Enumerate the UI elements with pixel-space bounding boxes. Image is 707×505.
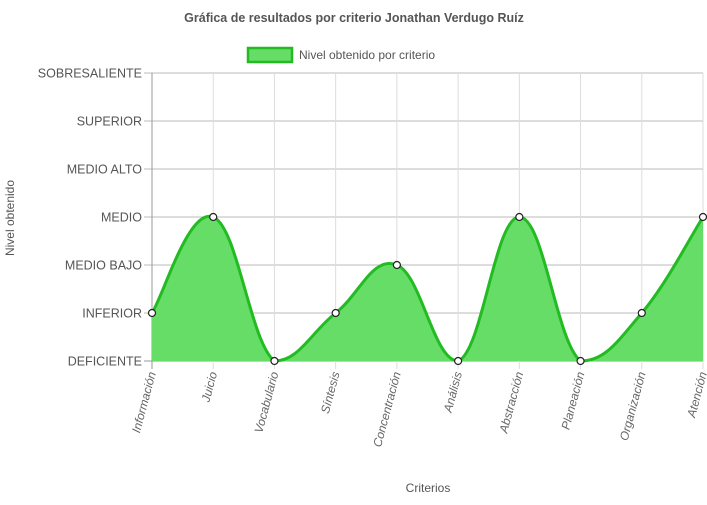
data-point[interactable]	[331, 308, 340, 318]
y-tick-label: MEDIO	[101, 211, 142, 225]
legend-label: Nivel obtenido por criterio	[299, 48, 435, 62]
data-point[interactable]	[392, 260, 401, 270]
data-point[interactable]	[637, 308, 646, 318]
x-tick-label: Juicio	[198, 370, 220, 405]
x-tick-label: Información	[129, 370, 159, 434]
y-tick-label: SOBRESALIENTE	[38, 67, 142, 81]
x-axis-title: Criterios	[406, 481, 451, 495]
data-point[interactable]	[698, 212, 707, 222]
x-tick-label: Organización	[617, 370, 649, 442]
y-tick-label: MEDIO ALTO	[67, 163, 143, 177]
legend[interactable]: Nivel obtenido por criterio	[246, 46, 435, 64]
x-axis-ticks: Información Juicio Vocabulario Síntesis Conc…	[129, 370, 707, 449]
y-tick-label: SUPERIOR	[77, 115, 142, 129]
x-tick-label: Vocabulario	[252, 370, 282, 435]
x-tick-label: Abstracción	[496, 370, 526, 435]
data-point[interactable]	[515, 212, 524, 222]
x-tick-label: Atención	[684, 370, 707, 420]
data-points	[147, 212, 707, 366]
series-area	[150, 215, 705, 363]
x-tick-label: Concentración	[370, 370, 404, 449]
series-line	[150, 215, 705, 363]
y-tick-label: MEDIO BAJO	[65, 259, 142, 273]
data-point[interactable]	[576, 356, 585, 366]
chart-title: Gráfica de resultados por criterio Jonat…	[184, 11, 524, 25]
x-tick-label: Planeación	[559, 370, 588, 431]
data-point[interactable]	[147, 308, 157, 318]
y-tick-label: INFERIOR	[82, 307, 142, 321]
data-point[interactable]	[270, 356, 279, 366]
x-tick-label: Análisis	[441, 370, 465, 415]
y-axis-ticks: DEFICIENTE INFERIOR MEDIO BAJO MEDIO MEDIO A…	[38, 67, 142, 369]
data-point[interactable]	[454, 356, 463, 366]
y-tick-label: DEFICIENTE	[68, 355, 142, 369]
y-axis-title: Nivel obtenido	[3, 180, 17, 256]
legend-swatch	[246, 46, 294, 64]
series-area-fill	[152, 216, 703, 361]
data-point[interactable]	[209, 212, 218, 222]
x-tick-label: Síntesis	[318, 370, 343, 415]
